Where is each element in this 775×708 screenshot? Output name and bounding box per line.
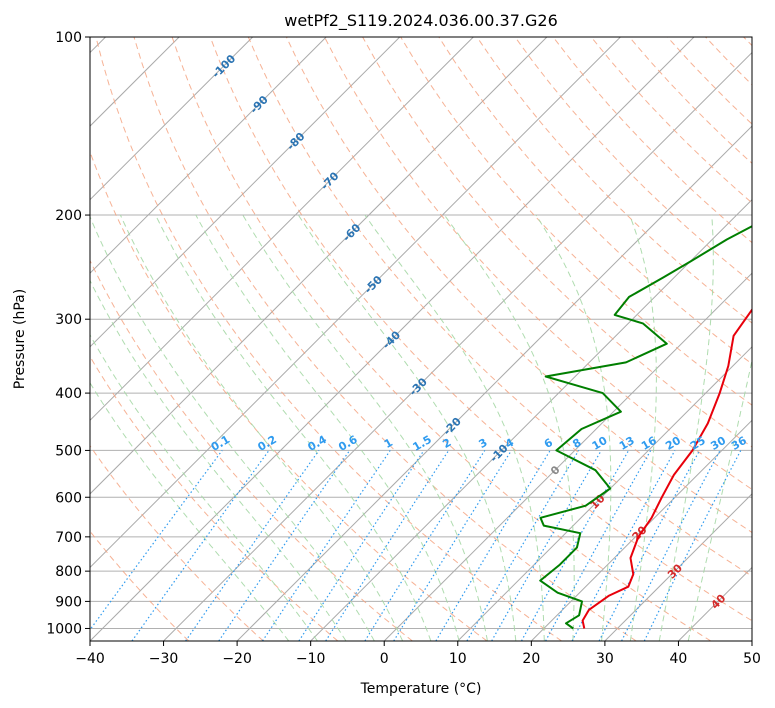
isotherm-line — [751, 640, 752, 641]
moist-adiabat-line — [297, 214, 517, 641]
mixing-ratio-line — [90, 450, 223, 631]
dry-adiabat-line — [171, 37, 712, 641]
moist-adiabat-line — [90, 279, 347, 641]
dry-adiabat-line — [552, 37, 752, 244]
dry-adiabat-line — [90, 259, 413, 641]
moist-adiabat-line — [90, 215, 375, 641]
mixing-ratio-line — [298, 450, 425, 641]
mixing-ratio-line — [571, 450, 676, 641]
isotherm-line — [90, 37, 548, 495]
y-tick-label: 400 — [55, 386, 82, 402]
y-axis-label: Pressure (hPa) — [12, 289, 28, 389]
moist-adiabat-line — [658, 214, 714, 641]
dry-adiabat-line — [90, 355, 339, 641]
isotherm-line — [163, 51, 752, 641]
moist-adiabat-line — [90, 381, 290, 641]
dry-adiabat-line — [324, 37, 752, 490]
x-tick-label: 0 — [380, 651, 389, 667]
isotherm-line — [383, 272, 752, 641]
temperature-profile — [581, 308, 752, 629]
moist-adiabat-line — [687, 358, 752, 641]
isotherm-label: -100 — [210, 52, 239, 81]
mixing-ratio-line — [393, 450, 512, 641]
dry-adiabat-line — [590, 37, 752, 204]
moist-adiabat-line — [195, 214, 460, 641]
mixing-ratio-line — [325, 450, 450, 641]
chart-title: wetPf2_S119.2024.036.00.37.G26 — [284, 11, 558, 31]
x-tick-label: −40 — [75, 651, 105, 667]
mixing-ratio-label: 2 — [440, 436, 453, 451]
y-tick-label: 500 — [55, 443, 82, 459]
mixing-ratio-line — [131, 450, 270, 641]
moist-adiabat-line — [242, 214, 488, 641]
mixing-ratio-line — [261, 450, 391, 641]
isotherm-line — [90, 37, 254, 201]
isotherm-line — [530, 419, 752, 641]
isotherm-line — [90, 37, 474, 422]
isotherm-line — [90, 37, 327, 274]
dry-adiabat-line — [705, 37, 752, 86]
isotherm-line — [678, 566, 752, 641]
y-tick-label: 700 — [55, 530, 82, 546]
isotherm-line — [90, 37, 401, 348]
moist-adiabat-line — [155, 214, 432, 641]
mixing-ratio-line — [598, 450, 701, 641]
y-tick-label: 1000 — [46, 621, 82, 637]
dry-adiabat-line — [209, 37, 752, 622]
dry-adiabat-line — [743, 37, 752, 47]
dry-adiabat-line — [514, 37, 752, 284]
isotherm-line — [90, 37, 621, 569]
y-tick-label: 600 — [55, 490, 82, 506]
dry-adiabat-line — [247, 37, 752, 577]
mixing-ratio-line — [545, 450, 652, 641]
y-tick-label: 800 — [55, 564, 82, 580]
mixing-ratio-label: 6 — [542, 436, 555, 451]
mixing-ratio-line — [643, 450, 742, 641]
y-tick-label: 900 — [55, 594, 82, 610]
dry-adiabat-line — [90, 444, 264, 641]
x-tick-label: 20 — [522, 651, 540, 667]
isotherm-label: -80 — [284, 130, 307, 153]
mixing-ratio-line — [218, 450, 351, 641]
x-tick-label: 40 — [670, 651, 688, 667]
dry-adiabat-line — [628, 37, 752, 164]
x-tick-label: −10 — [296, 651, 326, 667]
mixing-ratio-label: 3 — [476, 436, 489, 451]
moist-adiabat-line — [364, 214, 545, 641]
isotherm-line — [457, 346, 752, 641]
x-tick-label: −30 — [149, 651, 179, 667]
moist-adiabat-line — [119, 214, 404, 641]
dewpoint-profile — [539, 225, 752, 630]
y-tick-label: 200 — [55, 208, 82, 224]
plot-frame — [89, 36, 753, 642]
dry-adiabat-line — [95, 37, 562, 641]
mixing-ratio-line — [185, 450, 320, 641]
x-tick-label: 10 — [449, 651, 467, 667]
moist-adiabat-line — [90, 333, 318, 641]
moist-adiabat-line — [535, 214, 612, 641]
moist-adiabat-line — [443, 214, 575, 641]
x-tick-label: 30 — [596, 651, 614, 667]
mixing-ratio-line — [435, 450, 551, 641]
isotherm-line — [236, 125, 752, 641]
x-axis-label: Temperature (°C) — [360, 681, 482, 697]
y-tick-label: 300 — [55, 312, 82, 328]
dry-adiabat-line — [285, 37, 752, 534]
dry-adiabat-line — [90, 530, 190, 641]
dry-adiabat-line — [90, 150, 488, 641]
isotherm-line — [604, 493, 752, 641]
x-tick-label: 50 — [743, 651, 761, 667]
isotherm-line — [90, 37, 695, 641]
y-tick-label: 100 — [55, 30, 82, 46]
dry-adiabat-line — [667, 37, 752, 125]
dry-adiabat-line — [476, 37, 752, 324]
moist-adiabat-line — [629, 214, 657, 641]
x-tick-label: −20 — [222, 651, 252, 667]
